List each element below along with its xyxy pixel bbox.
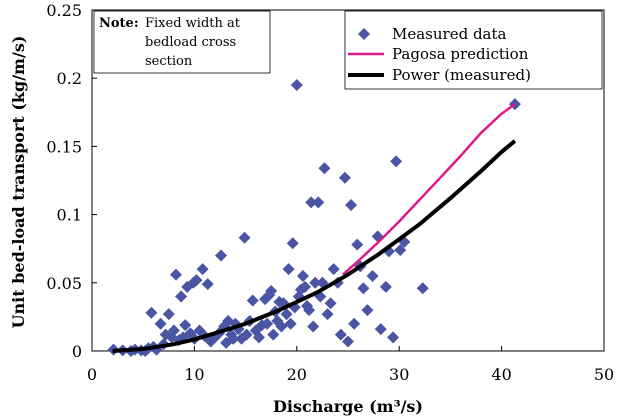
- note-line-3: section: [145, 54, 193, 69]
- measured-data-point: [179, 319, 192, 332]
- measured-data-point: [379, 280, 392, 293]
- measured-data-point: [190, 274, 203, 287]
- measured-data-point: [348, 317, 361, 330]
- measured-data-point: [162, 308, 175, 321]
- note-box: Note: Fixed width at bedload cross secti…: [93, 10, 271, 74]
- y-tick-labels: 0 0.05 0.1 0.15 0.2 0.25: [46, 1, 82, 361]
- measured-data-point: [296, 269, 309, 282]
- measured-data-point: [275, 320, 288, 333]
- x-tick-label: 30: [389, 365, 409, 384]
- y-tick-label: 0: [72, 342, 82, 361]
- measured-data-point: [307, 320, 320, 333]
- x-tick-labels: 0 10 20 30 40 50: [87, 365, 614, 384]
- note-line-2: bedload cross: [145, 35, 236, 50]
- measured-data-point: [252, 331, 265, 344]
- measured-data-point: [345, 199, 358, 212]
- measured-data-point: [240, 328, 253, 341]
- measured-data-point: [303, 304, 316, 317]
- measured-data-point: [366, 269, 379, 282]
- measured-data-point: [282, 263, 295, 276]
- x-tick-label: 40: [491, 365, 511, 384]
- measured-data-point: [342, 335, 354, 348]
- axis-ticks: [91, 9, 605, 352]
- y-tick-label: 0.2: [57, 69, 82, 88]
- measured-data-point: [318, 162, 331, 175]
- measured-data-point: [169, 268, 182, 281]
- x-axis-title: Discharge (m³/s): [273, 397, 423, 416]
- measured-data-point: [324, 297, 337, 310]
- legend-item-pagosa: Pagosa prediction: [348, 45, 529, 63]
- legend: Measured data Pagosa prediction Power (m…: [344, 10, 603, 90]
- y-tick-label: 0.25: [46, 1, 82, 20]
- y-tick-label: 0.1: [57, 206, 82, 225]
- measured-data-points: [107, 79, 521, 357]
- measured-data-point: [261, 317, 274, 330]
- legend-diamond-marker: [358, 28, 370, 40]
- measured-data-point: [338, 171, 351, 184]
- measured-data-point: [215, 249, 228, 262]
- measured-data-point: [227, 332, 240, 345]
- measured-data-point: [394, 244, 407, 257]
- note-line-1: Fixed width at: [145, 16, 241, 31]
- measured-data-point: [145, 306, 158, 319]
- measured-data-point: [238, 231, 251, 244]
- measured-data-point: [309, 276, 322, 289]
- measured-data-point: [196, 263, 209, 276]
- legend-item-measured: Measured data: [358, 25, 507, 43]
- measured-data-point: [290, 79, 303, 92]
- measured-data-point: [265, 284, 278, 297]
- measured-data-point: [201, 278, 214, 291]
- x-tick-label: 10: [184, 365, 204, 384]
- pagosa-prediction-line: [342, 103, 516, 276]
- measured-data-point: [246, 294, 259, 307]
- measured-data-point: [361, 304, 374, 317]
- x-tick-label: 50: [594, 365, 614, 384]
- measured-data-point: [327, 263, 340, 276]
- legend-label-measured: Measured data: [392, 25, 507, 43]
- power-measured-line: [112, 139, 517, 353]
- measured-data-point: [374, 323, 387, 336]
- measured-data-point: [390, 155, 403, 168]
- measured-data-point: [154, 317, 167, 330]
- legend-label-power: Power (measured): [392, 66, 531, 84]
- measured-data-point: [312, 196, 325, 209]
- legend-label-pagosa: Pagosa prediction: [392, 45, 529, 63]
- measured-data-point: [175, 290, 188, 303]
- measured-data-point: [267, 328, 280, 341]
- measured-data-point: [387, 331, 400, 344]
- measured-data-point: [351, 238, 364, 251]
- measured-data-point: [334, 328, 347, 341]
- x-tick-label: 20: [287, 365, 307, 384]
- measured-data-point: [298, 280, 311, 293]
- measured-data-point: [286, 237, 299, 250]
- measured-data-point: [280, 308, 293, 321]
- y-axis-title: Unit bed-load transport (kg/m/s): [9, 36, 28, 329]
- y-tick-label: 0.15: [46, 137, 82, 156]
- measured-data-point: [416, 282, 429, 295]
- measured-data-point: [167, 324, 180, 337]
- note-label: Note:: [99, 16, 139, 31]
- legend-frame: [344, 10, 603, 90]
- legend-item-power: Power (measured): [348, 66, 531, 84]
- measured-data-point: [357, 282, 370, 295]
- note-box-frame: [93, 10, 271, 74]
- x-tick-label: 0: [87, 365, 97, 384]
- measured-data-point: [284, 317, 297, 330]
- measured-data-point: [305, 196, 318, 209]
- measured-data-point: [321, 308, 334, 321]
- y-tick-label: 0.05: [46, 274, 82, 293]
